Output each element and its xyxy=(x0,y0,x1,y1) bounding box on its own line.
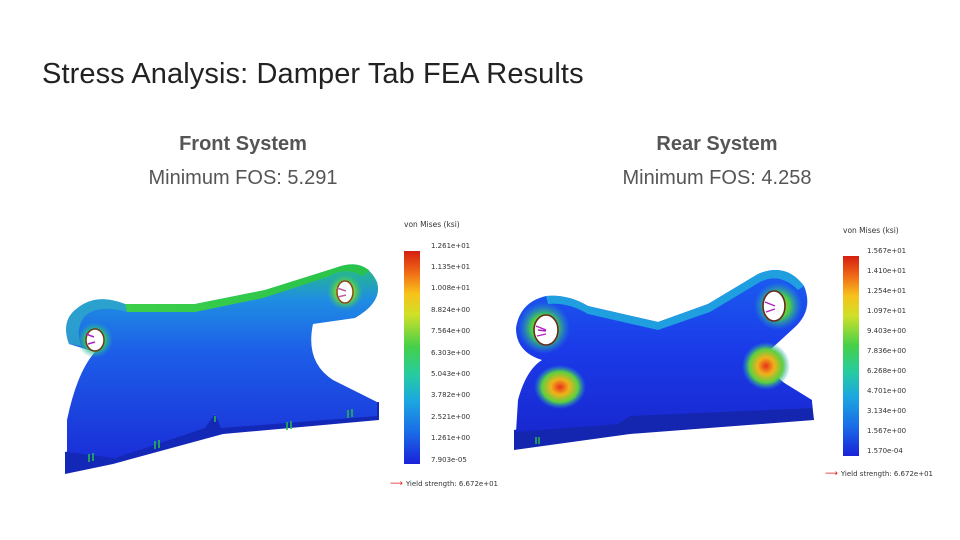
legend-tick: 3.134e+00 xyxy=(867,407,907,415)
front-stress-legend: von Mises (ksi) 1.261e+01 1.135e+01 1.00… xyxy=(390,220,514,495)
legend-tick: 6.268e+00 xyxy=(867,367,907,375)
legend-tick: 1.567e+00 xyxy=(867,427,907,435)
front-system-heading: Front System xyxy=(179,133,307,155)
legend-title: von Mises (ksi) xyxy=(404,220,460,229)
legend-tick: 2.521e+00 xyxy=(431,413,471,421)
front-min-fos: Minimum FOS: 5.291 xyxy=(148,167,338,189)
legend-tick: 4.701e+00 xyxy=(867,387,907,395)
legend-tick: 8.824e+00 xyxy=(431,306,471,314)
legend-tick: 7.903e-05 xyxy=(431,456,467,464)
yield-strength-note: ⟶ Yield strength: 6.672e+01 xyxy=(825,469,933,479)
legend-tick: 1.261e+01 xyxy=(431,242,471,250)
legend-colorbar xyxy=(843,256,859,456)
legend-tick: 9.403e+00 xyxy=(867,327,907,335)
legend-tick: 1.570e-04 xyxy=(867,447,903,455)
rear-stress-legend: von Mises (ksi) 1.567e+01 1.410e+01 1.25… xyxy=(825,226,953,486)
legend-tick: 1.261e+00 xyxy=(431,434,471,442)
legend-tick: 5.043e+00 xyxy=(431,370,471,378)
rear-damper-tab-fea-plot xyxy=(514,270,814,450)
legend-tick: 6.303e+00 xyxy=(431,349,471,357)
legend-tick: 1.135e+01 xyxy=(431,263,471,271)
legend-tick: 1.410e+01 xyxy=(867,267,907,275)
red-arrow-icon: ⟶ xyxy=(825,469,838,479)
legend-tick: 7.836e+00 xyxy=(867,347,907,355)
yield-strength-label: Yield strength: 6.672e+01 xyxy=(405,480,498,488)
legend-tick: 1.097e+01 xyxy=(867,307,907,315)
yield-strength-note: ⟶ Yield strength: 6.672e+01 xyxy=(390,479,498,489)
red-arrow-icon: ⟶ xyxy=(390,479,403,489)
legend-tick: 1.567e+01 xyxy=(867,247,907,255)
slide-title: Stress Analysis: Damper Tab FEA Results xyxy=(42,58,584,90)
rear-system-heading: Rear System xyxy=(656,133,778,155)
legend-tick: 1.008e+01 xyxy=(431,284,471,292)
front-damper-tab-fea-plot xyxy=(65,264,379,474)
legend-tick: 3.782e+00 xyxy=(431,391,471,399)
rear-min-fos: Minimum FOS: 4.258 xyxy=(622,167,812,189)
legend-tick: 7.564e+00 xyxy=(431,327,471,335)
legend-tick: 1.254e+01 xyxy=(867,287,907,295)
yield-strength-label: Yield strength: 6.672e+01 xyxy=(840,470,933,478)
legend-colorbar xyxy=(404,251,420,464)
legend-title: von Mises (ksi) xyxy=(843,226,899,235)
